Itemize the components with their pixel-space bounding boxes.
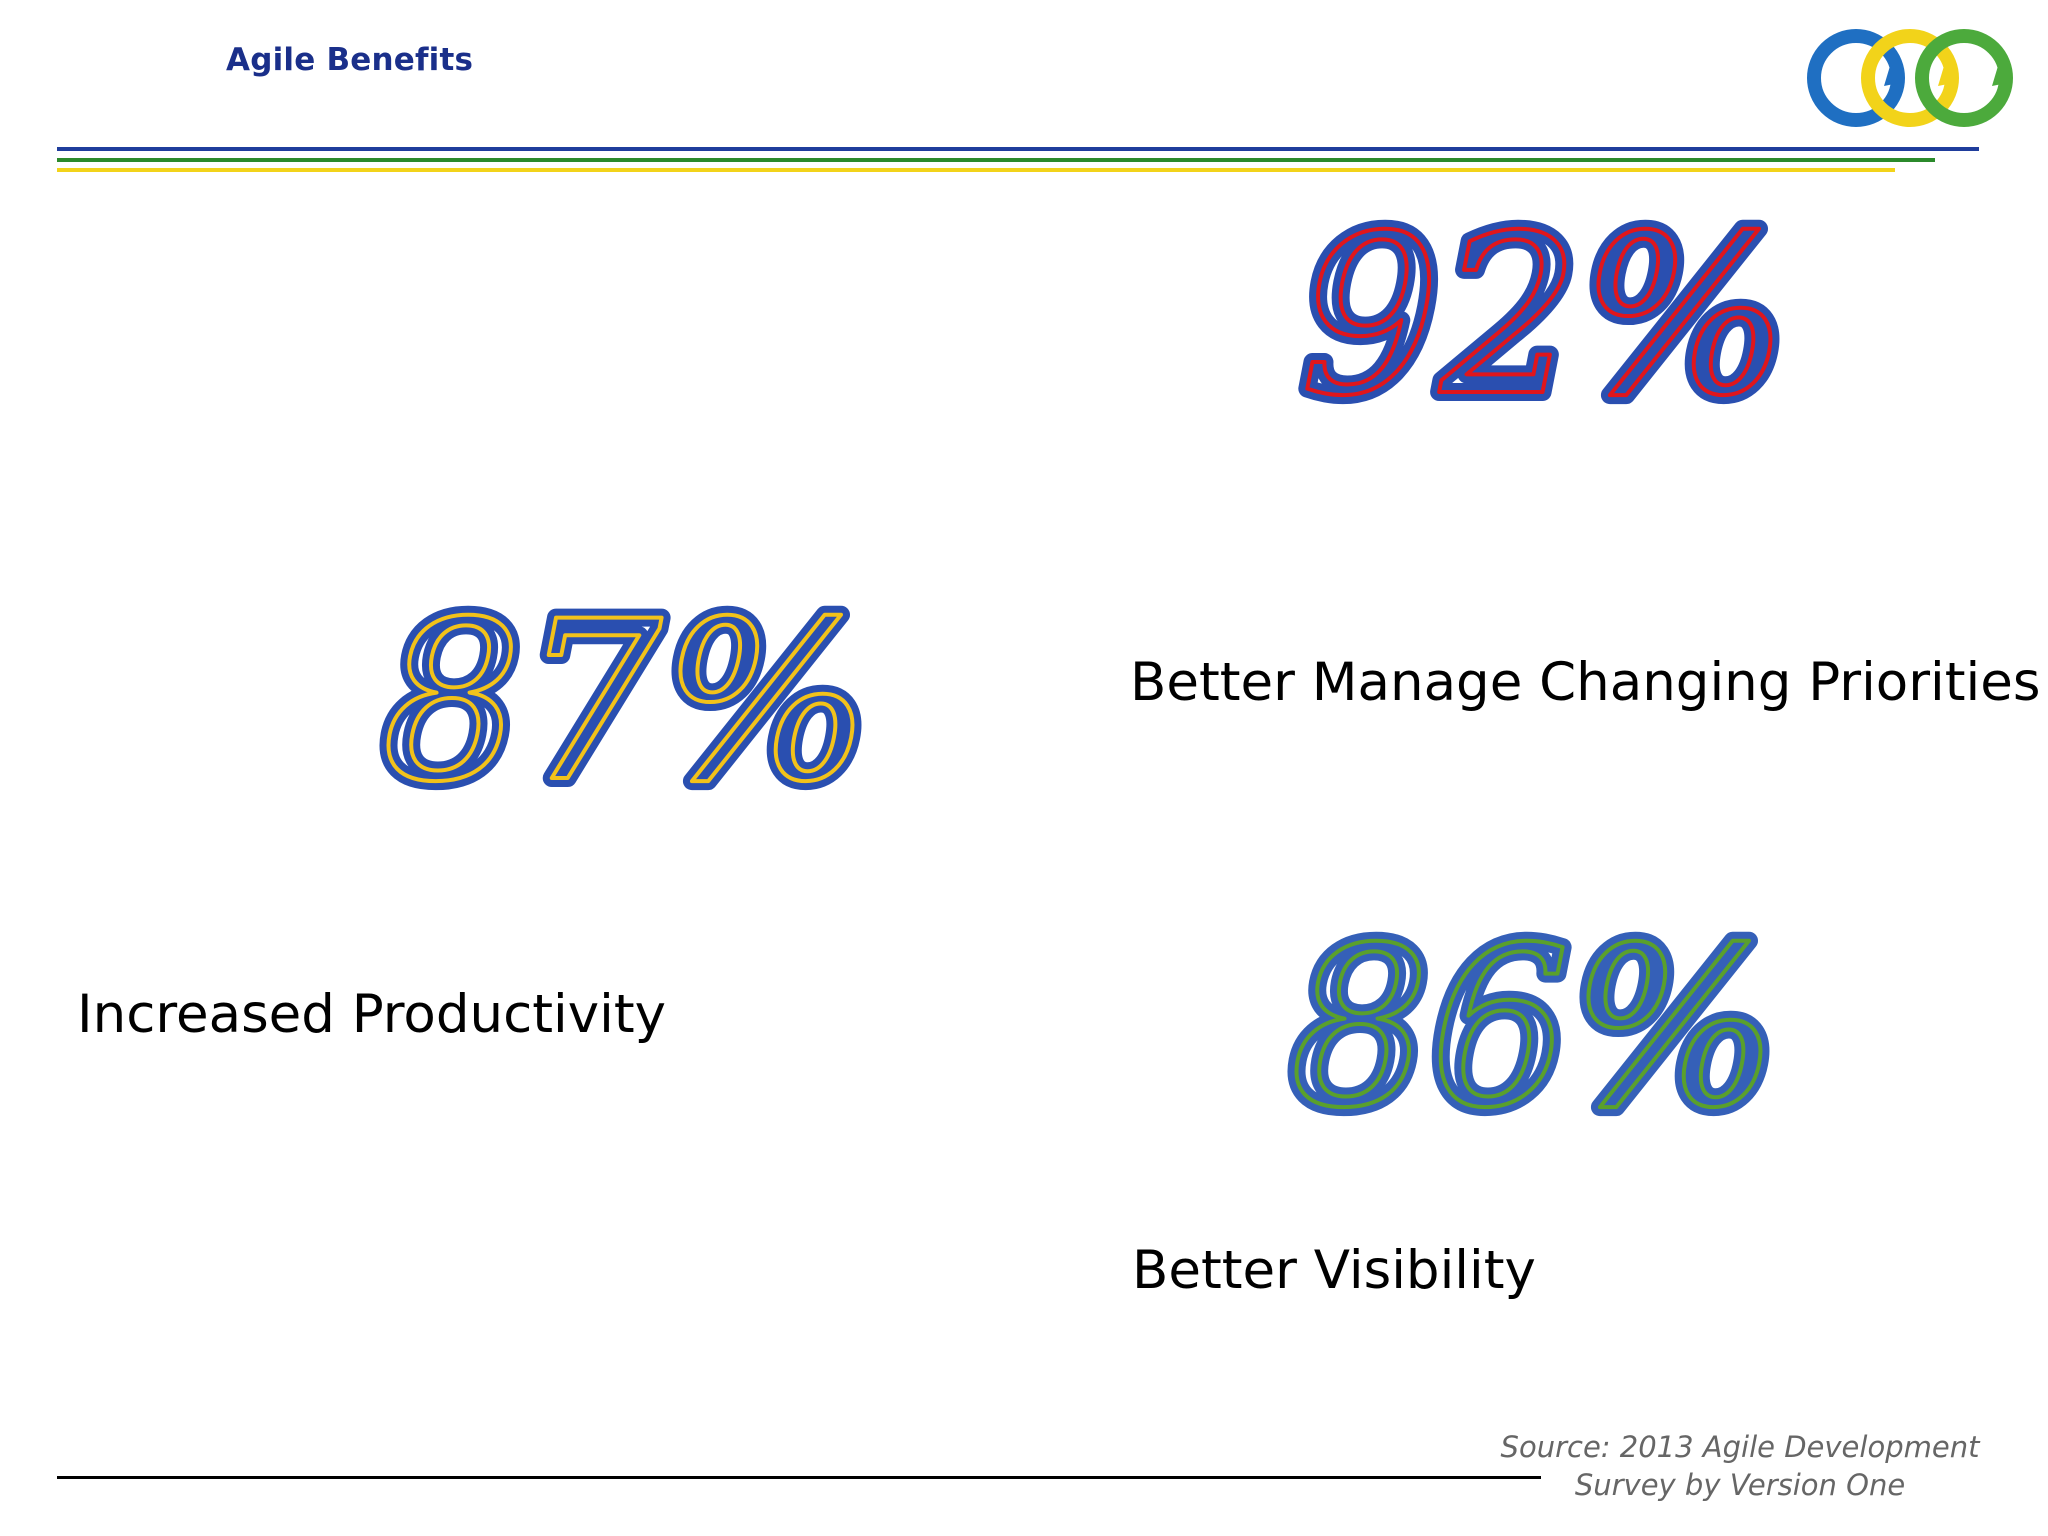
logo-yellow-arrowhead — [1938, 66, 1958, 86]
logo-green-arrowhead — [1992, 66, 2012, 86]
logo-graphic — [1807, 29, 2013, 127]
logo-green-ring — [1915, 29, 2013, 127]
stat-86-percent: 86% 86% — [1280, 891, 1788, 1174]
stat-92-value-inner: 92% — [1300, 188, 1789, 444]
stat-86-value-inner: 86% — [1290, 900, 1779, 1156]
header-rule-green — [57, 158, 1935, 162]
stat-87-percent: 87% 87% — [372, 565, 880, 839]
logo-icon — [1792, 16, 2020, 134]
stat-92-label: Better Manage Changing Priorities — [1130, 652, 2041, 713]
stat-87-label: Increased Productivity — [77, 984, 666, 1045]
source-line-1: Source: 2013 Agile Development — [1500, 1430, 1980, 1464]
stat-92-value-outline: 92% — [1300, 188, 1789, 444]
stat-87-value-outline: 87% — [382, 574, 871, 830]
stat-86-value-outline: 86% — [1290, 900, 1779, 1156]
logo-blue-arrowhead — [1884, 66, 1904, 86]
header-rule-blue — [57, 147, 1979, 151]
source-line-2: Survey by Version One — [1574, 1468, 1906, 1502]
stat-92-value-graphic: 92% 92% — [1291, 179, 1798, 453]
stat-87-value-graphic: 87% 87% — [373, 565, 880, 839]
source-citation: Source: 2013 Agile Development Survey by… — [1480, 1428, 2000, 1504]
stat-86-label: Better Visibility — [1132, 1240, 1536, 1301]
header-rule-yellow — [57, 168, 1895, 172]
stat-92-percent: 92% 92% — [1290, 179, 1798, 453]
slide-title: Agile Benefits — [226, 42, 474, 78]
stat-87-value-inner: 87% — [382, 574, 871, 830]
stat-86-value-graphic: 86% 86% — [1281, 891, 1788, 1165]
footer-rule — [57, 1476, 1541, 1479]
